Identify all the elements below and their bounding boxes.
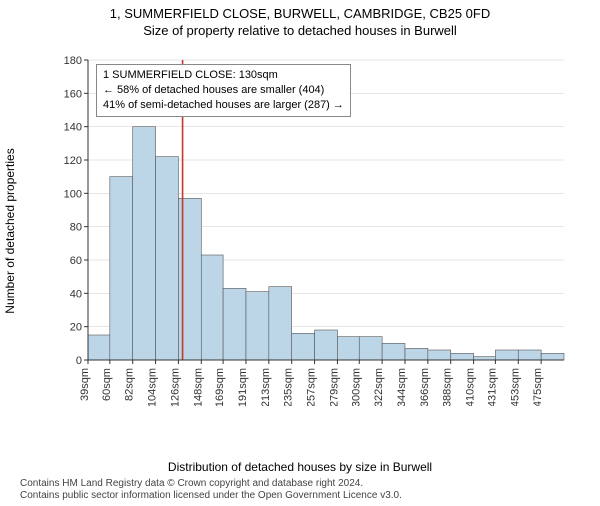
svg-text:140: 140	[64, 122, 82, 134]
svg-text:366sqm: 366sqm	[419, 368, 431, 406]
y-axis-label: Number of detached properties	[3, 148, 17, 313]
footnote-line-2: Contains public sector information licen…	[20, 490, 402, 502]
svg-text:213sqm: 213sqm	[260, 368, 272, 406]
svg-text:300sqm: 300sqm	[350, 368, 362, 406]
chart-title: 1, SUMMERFIELD CLOSE, BURWELL, CAMBRIDGE…	[0, 6, 600, 21]
svg-text:475sqm: 475sqm	[532, 368, 544, 406]
svg-text:169sqm: 169sqm	[214, 368, 226, 406]
svg-text:60: 60	[70, 255, 82, 267]
svg-text:126sqm: 126sqm	[169, 368, 181, 406]
property-info-box: 1 SUMMERFIELD CLOSE: 130sqm ← 58% of det…	[96, 64, 351, 117]
info-line-3: 41% of semi-detached houses are larger (…	[103, 98, 344, 113]
svg-text:80: 80	[70, 222, 82, 234]
svg-text:120: 120	[64, 155, 82, 167]
svg-text:148sqm: 148sqm	[192, 368, 204, 406]
info-line-1: 1 SUMMERFIELD CLOSE: 130sqm	[103, 68, 344, 83]
svg-text:257sqm: 257sqm	[306, 368, 318, 406]
svg-text:100: 100	[64, 188, 82, 200]
svg-text:160: 160	[64, 88, 82, 100]
svg-text:104sqm: 104sqm	[147, 368, 159, 406]
svg-text:322sqm: 322sqm	[373, 368, 385, 406]
svg-text:235sqm: 235sqm	[283, 368, 295, 406]
svg-text:453sqm: 453sqm	[509, 368, 521, 406]
svg-text:20: 20	[70, 322, 82, 334]
svg-text:410sqm: 410sqm	[465, 368, 477, 406]
chart-container: 1, SUMMERFIELD CLOSE, BURWELL, CAMBRIDGE…	[0, 6, 600, 506]
svg-text:40: 40	[70, 288, 82, 300]
svg-text:0: 0	[76, 355, 82, 367]
svg-text:191sqm: 191sqm	[237, 368, 249, 406]
svg-text:388sqm: 388sqm	[442, 368, 454, 406]
info-line-2: ← 58% of detached houses are smaller (40…	[103, 83, 344, 98]
svg-text:431sqm: 431sqm	[486, 368, 498, 406]
plot-area: 0 20 40 60 80 100 120 140 160 180 39sqm 60sqm 82sqm 1…	[60, 56, 570, 406]
svg-text:39sqm: 39sqm	[79, 368, 91, 401]
footnote: Contains HM Land Registry data © Crown c…	[20, 478, 402, 502]
svg-text:82sqm: 82sqm	[124, 368, 136, 401]
svg-text:180: 180	[64, 56, 82, 67]
footnote-line-1: Contains HM Land Registry data © Crown c…	[20, 478, 402, 490]
chart-subtitle: Size of property relative to detached ho…	[0, 23, 600, 38]
x-axis-label: Distribution of detached houses by size …	[168, 460, 432, 474]
svg-text:60sqm: 60sqm	[101, 368, 113, 401]
svg-text:279sqm: 279sqm	[328, 368, 340, 406]
svg-text:344sqm: 344sqm	[396, 368, 408, 406]
